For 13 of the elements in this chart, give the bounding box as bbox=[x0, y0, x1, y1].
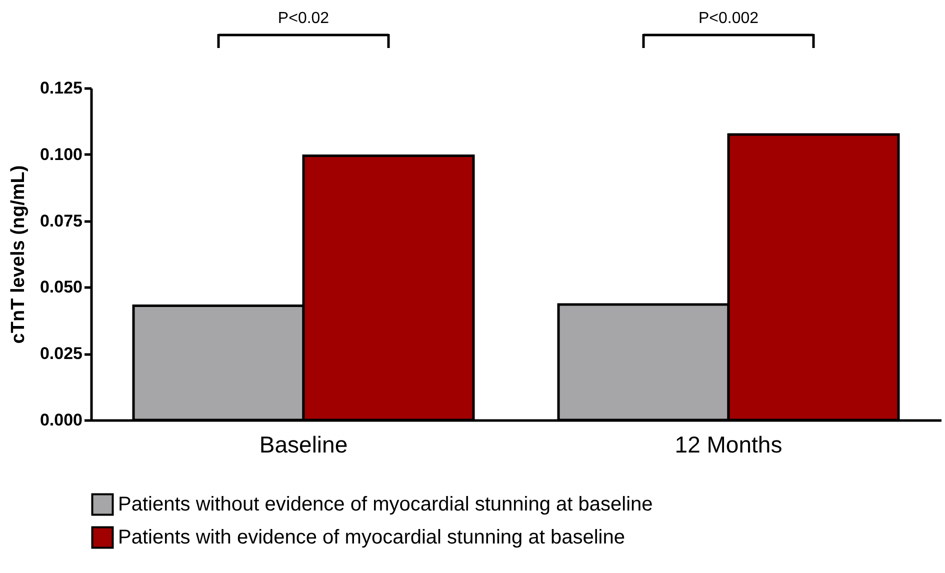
y-tick-label: 0.100 bbox=[40, 144, 82, 164]
y-tick-label: 0.125 bbox=[40, 78, 82, 98]
y-tick-label: 0.050 bbox=[40, 278, 82, 297]
text: P<0.002 bbox=[698, 10, 759, 27]
y-tick-label: 0.075 bbox=[40, 211, 82, 230]
legend-label: Patients without evidence of myocardial stunning at baseline bbox=[118, 494, 653, 516]
x-tick-label: Baseline bbox=[259, 432, 348, 458]
y-tick-label: 0.025 bbox=[40, 344, 82, 364]
text: P<0.02 bbox=[278, 10, 330, 27]
y-tick-label: 0.000 bbox=[40, 410, 82, 430]
y-axis-title: cTnT levels (ng/mL) bbox=[8, 165, 29, 344]
x-tick-label: 12 Months bbox=[674, 432, 782, 458]
legend-label: Patients with evidence of myocardial stunning at baseline bbox=[118, 526, 625, 548]
